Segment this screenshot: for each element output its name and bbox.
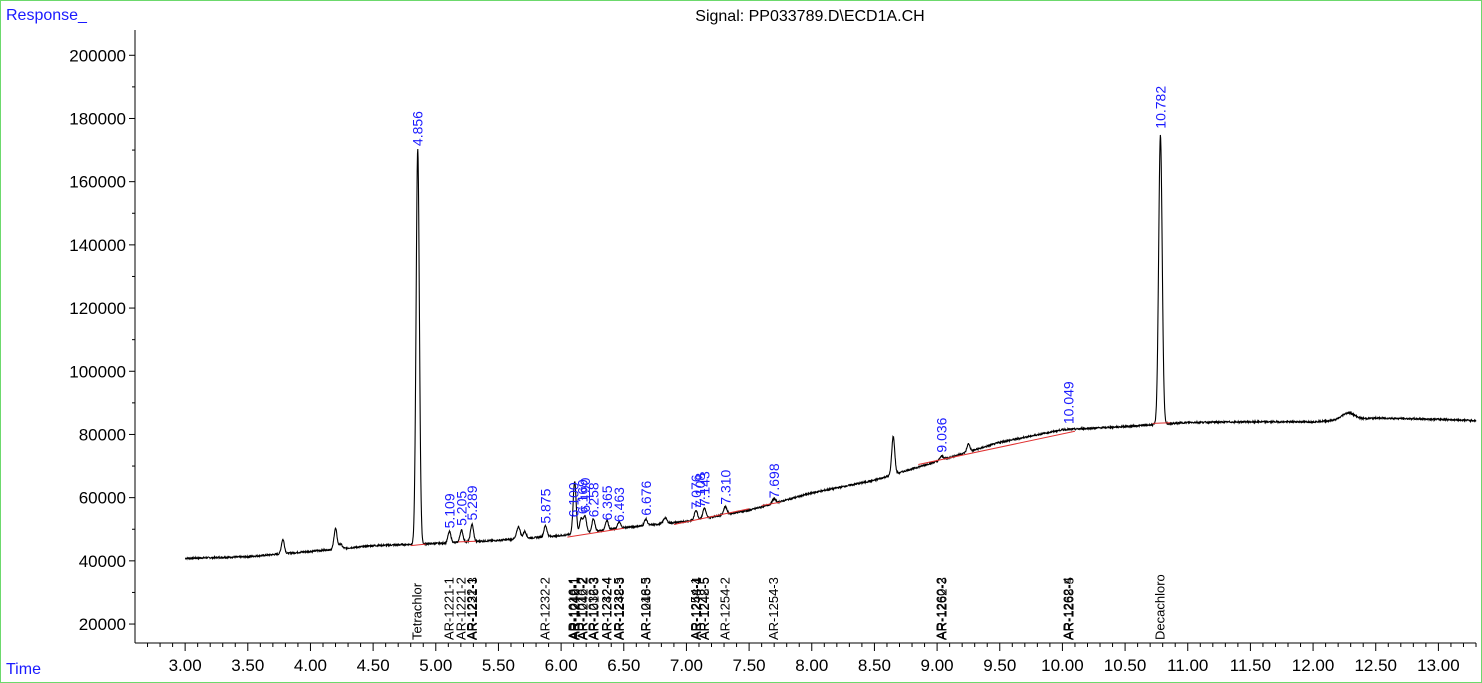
peak-label: 7.108 [692, 473, 708, 508]
peak-label: 7.076 [688, 474, 704, 509]
compound-label: AR-1232-4 [599, 577, 614, 640]
x-tick-label: 8.50 [858, 656, 891, 675]
x-tick-label: 5.50 [482, 656, 515, 675]
compound-label: AR-1242-4 [600, 577, 615, 640]
peak-label: 5.289 [464, 485, 480, 520]
x-tick-label: 13.00 [1417, 656, 1460, 675]
compound-label: AR-1016-5 [638, 577, 653, 640]
compound-label: AR-1221-3 [465, 577, 480, 640]
integration-baseline [673, 508, 750, 525]
peak-label: 6.365 [599, 485, 615, 520]
x-tick-label: 7.50 [733, 656, 766, 675]
integration-baseline [567, 527, 624, 538]
peak-label: 6.463 [611, 487, 627, 522]
peak-label: 6.258 [585, 482, 601, 517]
integration-baseline [410, 543, 426, 547]
y-tick-label: 120000 [69, 299, 126, 318]
compound-label: AR-1254-3 [766, 577, 781, 640]
compound-label: AR-1248-4 [689, 577, 704, 640]
peak-label: 6.169 [574, 479, 590, 514]
x-tick-label: 11.00 [1167, 656, 1208, 675]
peak-label: 6.100 [566, 482, 582, 517]
x-tick-label: 6.00 [545, 656, 578, 675]
compound-label: AR-1232-2 [537, 577, 552, 640]
peak-label: 4.856 [410, 111, 426, 146]
compound-label: AR-1254-2 [717, 577, 732, 640]
compound-label: AR-1242-1 [567, 577, 582, 640]
y-tick-label: 60000 [79, 489, 126, 508]
compound-label: AR-1232-5 [611, 577, 626, 640]
compound-label: AR-1248-3 [612, 577, 627, 640]
compound-label: AR-1016-3 [586, 577, 601, 640]
x-tick-label: 7.00 [670, 656, 703, 675]
compound-label: AR-1268-5 [1061, 577, 1076, 640]
x-tick-label: 8.00 [795, 656, 828, 675]
integration-baseline [761, 501, 781, 507]
x-tick-label: 3.50 [231, 656, 264, 675]
y-tick-label: 20000 [79, 615, 126, 634]
x-tick-label: 6.50 [607, 656, 640, 675]
compound-label: AR-1221-1 [441, 577, 456, 640]
y-tick-label: 180000 [69, 109, 126, 128]
compound-label: AR-1016-1 [566, 577, 581, 640]
integration-baseline [458, 540, 476, 543]
compound-label: Tetrachlor [410, 582, 425, 640]
compound-label: AR-1262-3 [934, 577, 949, 640]
peak-label: 6.676 [638, 481, 654, 516]
compound-label: AR-1248-1 [568, 577, 583, 640]
peak-label: 6.190 [577, 477, 593, 512]
x-tick-label: 9.00 [921, 656, 954, 675]
integration-baseline [918, 430, 1076, 465]
signal-trace [184, 134, 1477, 561]
compound-label: AR-1232-1 [464, 577, 479, 640]
x-tick-label: 9.50 [983, 656, 1016, 675]
peak-label: 5.875 [537, 488, 553, 523]
chart-title: Signal: PP033789.D\ECD1A.CH [695, 8, 925, 25]
y-tick-label: 80000 [79, 425, 126, 444]
x-tick-label: 5.00 [419, 656, 452, 675]
peak-label: 5.109 [441, 493, 457, 528]
compound-label: AR-1254-1 [688, 577, 703, 640]
compound-label: AR-1016-2 [574, 577, 589, 640]
peak-label: 10.782 [1152, 86, 1168, 129]
x-tick-label: 12.50 [1354, 656, 1397, 675]
time-axis-label: Time [6, 661, 41, 678]
compound-label: AR-1248-3 [639, 577, 654, 640]
x-tick-label: 11.50 [1230, 656, 1271, 675]
response-axis-label: Response_ [6, 7, 87, 24]
x-tick-label: 10.00 [1041, 656, 1084, 675]
compound-label: AR-1221-2 [453, 577, 468, 640]
x-tick-label: 4.00 [294, 656, 327, 675]
compound-label: AR-1262-4 [1061, 577, 1076, 640]
peak-label: 9.036 [934, 417, 950, 452]
peak-label: 7.143 [696, 471, 712, 506]
peak-label: 10.049 [1061, 381, 1077, 424]
x-tick-label: 12.00 [1292, 656, 1335, 675]
y-tick-label: 160000 [69, 173, 126, 192]
compound-label: AR-1260-2 [934, 577, 949, 640]
y-tick-label: 40000 [79, 552, 126, 571]
compound-label: AR-1248-5 [697, 577, 712, 640]
compound-label: AR-1242-2 [576, 577, 591, 640]
compound-label: Decachloro [1152, 574, 1167, 640]
x-tick-label: 10.50 [1104, 656, 1147, 675]
peak-label: 5.205 [453, 491, 469, 526]
peak-label: 7.310 [717, 469, 733, 504]
y-tick-label: 100000 [69, 362, 126, 381]
compound-label: AR-1242-5 [696, 577, 711, 640]
y-tick-label: 200000 [69, 46, 126, 65]
integration-baseline [1152, 422, 1171, 424]
peak-label: 7.698 [766, 463, 782, 498]
x-tick-label: 4.50 [357, 656, 390, 675]
x-tick-label: 3.00 [169, 656, 202, 675]
compound-label: AR-1232-3 [585, 577, 600, 640]
y-tick-label: 140000 [69, 236, 126, 255]
